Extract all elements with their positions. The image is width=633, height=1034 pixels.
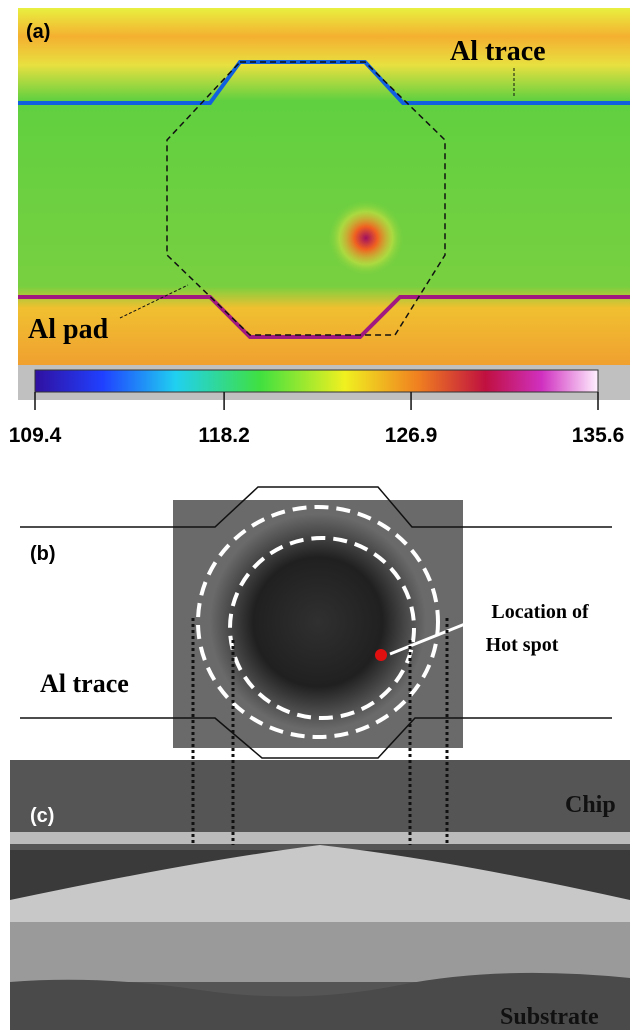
chip-label: Chip xyxy=(565,792,616,818)
colorbar xyxy=(35,370,598,392)
tick-label: 118.2 xyxy=(198,424,249,447)
trace-label: Al trace xyxy=(450,36,546,67)
hot-spot xyxy=(375,649,387,661)
pad-label: Al pad xyxy=(28,314,109,345)
chip-layer xyxy=(10,832,630,844)
trace-label: Al trace xyxy=(40,669,129,698)
colorbar-ticks: 109.4 118.2 126.9 135.6 xyxy=(9,392,625,447)
tick-label: 126.9 xyxy=(385,424,438,447)
tick-label: 135.6 xyxy=(572,424,625,447)
figure: (a) Al trace Al pad 109.4 118.2 126.9 135.6… xyxy=(0,0,633,1034)
panel-label: (c) xyxy=(30,805,54,827)
hotspot-label: Location of xyxy=(491,601,589,623)
panel-label: (b) xyxy=(30,543,56,565)
hotspot-label: Hot spot xyxy=(486,634,559,656)
panel-label: (a) xyxy=(26,21,50,43)
hot-spot xyxy=(328,200,404,276)
substrate-label: Substrate xyxy=(500,1004,599,1030)
tick-label: 109.4 xyxy=(9,424,62,447)
pad-region xyxy=(210,514,426,730)
